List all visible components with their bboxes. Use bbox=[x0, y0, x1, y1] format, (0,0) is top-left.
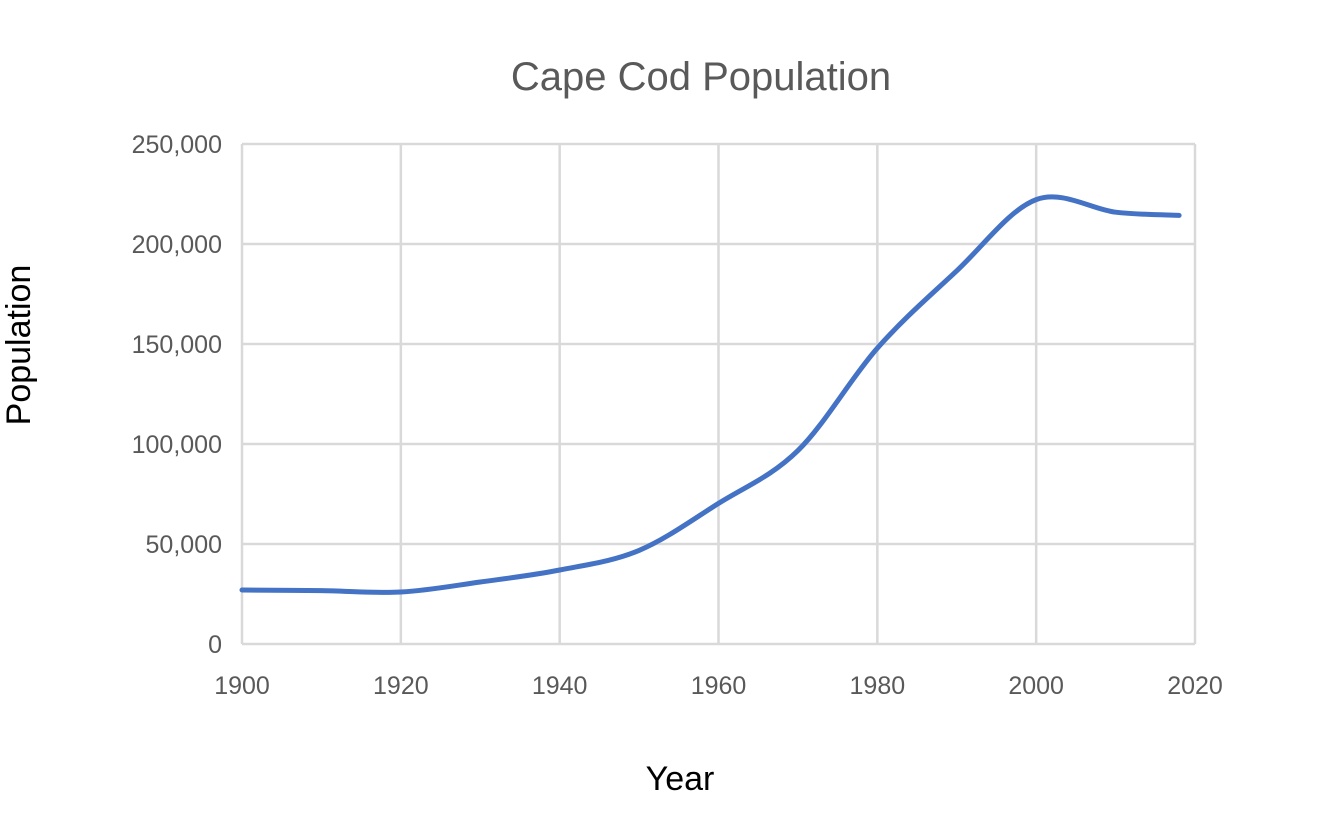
y-tick-label: 250,000 bbox=[132, 131, 222, 159]
y-tick-label: 200,000 bbox=[132, 231, 222, 259]
grid-lines bbox=[240, 142, 1197, 646]
x-tick-label: 1980 bbox=[850, 672, 906, 700]
y-axis-tick-labels: 0 50,000 100,000 150,000 200,000 250,000 bbox=[132, 131, 222, 659]
population-series-line bbox=[239, 194, 1182, 595]
y-tick-label: 100,000 bbox=[132, 431, 222, 459]
y-axis-label: Population bbox=[0, 265, 38, 426]
series-layer bbox=[239, 194, 1182, 595]
y-tick-label: 50,000 bbox=[146, 531, 222, 559]
x-tick-label: 1940 bbox=[532, 672, 588, 700]
chart-title: Cape Cod Population bbox=[511, 55, 891, 99]
x-tick-label: 2020 bbox=[1167, 672, 1223, 700]
x-tick-label: 2000 bbox=[1008, 672, 1064, 700]
x-tick-label: 1960 bbox=[691, 672, 747, 700]
x-tick-label: 1900 bbox=[214, 672, 270, 700]
x-axis-tick-labels: 1900 1920 1940 1960 1980 2000 2020 bbox=[214, 672, 1223, 700]
x-axis-label: Year bbox=[646, 760, 715, 798]
y-tick-label: 150,000 bbox=[132, 331, 222, 359]
y-tick-label: 0 bbox=[208, 631, 222, 659]
x-tick-label: 1920 bbox=[373, 672, 429, 700]
